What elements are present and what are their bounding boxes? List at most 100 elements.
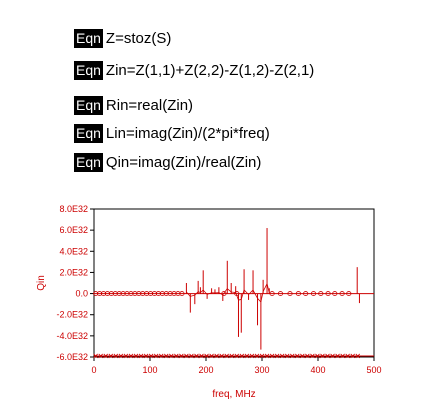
baseline-marker [136,291,142,296]
floor-marker [179,353,184,359]
floor-marker [340,353,345,359]
equation-text: Rin=real(Zin) [105,96,194,114]
baseline-marker [277,291,284,296]
floor-marker [274,353,280,359]
floor-marker [345,353,350,359]
eqn-badge: Eqn [74,95,103,115]
floor-marker [158,353,164,359]
floor-marker [259,353,265,359]
trace-segment [238,299,242,301]
equation-text: Qin=imag(Zin)/real(Zin) [105,153,262,171]
baseline-marker [104,291,111,296]
floor-marker [234,353,240,359]
floor-marker [153,353,159,359]
y-tick-label: -2.0E32 [56,310,88,320]
axis-ticks: -6.0E32 -4.0E32 -2.0E32 0.0 2.0E32 4.0E32 6.0E… [56,204,381,375]
floor-marker [284,353,290,359]
trace-segment [194,291,199,296]
floor-marker [244,353,250,359]
floor-marker [123,353,129,359]
trace-segment [186,291,191,297]
baseline-marker [318,291,324,296]
baseline-marker [144,291,150,296]
floor-marker [209,353,214,359]
floor-marker [330,353,335,359]
spike-trace [185,228,360,350]
floor-marker [320,353,325,359]
floor-marker [279,353,285,359]
y-axis-label: Qin [36,275,47,291]
trace-segment [218,292,223,296]
floor-marker [300,353,305,359]
trace-segment [227,288,232,293]
floor-marker [128,353,134,359]
floor-marker [249,353,255,359]
trace-segment [202,289,208,295]
trace-segment [260,291,264,303]
floor-marker [335,353,340,359]
baseline-marker [120,291,126,296]
equation-qin[interactable]: Eqn Qin=imag(Zin)/real(Zin) [74,152,261,172]
y-tick-label: 6.0E32 [59,225,88,235]
floor-marker [315,353,320,359]
baseline-marker [147,291,154,296]
baseline-trace [93,291,374,359]
baseline-marker [124,291,130,296]
floor-marker [269,353,275,359]
floor-marker [254,353,260,359]
equation-text: Zin=Z(1,1)+Z(2,2)-Z(1,2)-Z(2,1) [105,61,315,79]
floor-marker [118,353,124,359]
floor-marker [148,353,154,359]
baseline-marker [346,291,352,296]
floor-marker [194,353,199,359]
baseline-marker [151,291,158,296]
baseline-marker [310,291,317,296]
floor-marker [204,353,209,359]
baseline-marker [112,291,118,296]
eqn-badge: Eqn [74,123,103,143]
floor-marker [184,353,189,359]
y-tick-label: 4.0E32 [59,246,88,256]
x-axis-label: freq, MHz [212,389,255,400]
floor-marker [289,353,295,359]
equation-rin[interactable]: Eqn Rin=real(Zin) [74,95,193,115]
baseline-marker [140,291,146,296]
floor-marker [103,353,109,359]
floor-marker [199,353,204,359]
trace-segment [206,292,212,295]
trace-segment [200,289,204,293]
floor-marker [174,353,179,359]
floor-marker [143,353,149,359]
floor-marker [168,353,174,359]
baseline-marker [155,291,161,296]
equation-text: Lin=imag(Zin)/(2*pi*freq) [105,124,270,142]
floor-marker [98,353,104,359]
floor-marker [305,353,310,359]
baseline-marker [287,291,293,296]
baseline-marker [221,291,227,296]
trace-segment [235,292,239,301]
floor-marker [355,353,361,359]
equation-zin[interactable]: Eqn Zin=Z(1,1)+Z(2,2)-Z(1,2)-Z(2,1) [74,60,314,80]
floor-marker [214,353,219,359]
floor-marker [264,353,270,359]
baseline-marker [332,291,338,296]
baseline-marker [167,291,173,296]
floor-marker [108,353,114,359]
equation-lin[interactable]: Eqn Lin=imag(Zin)/(2*pi*freq) [74,123,270,143]
eqn-badge: Eqn [74,28,103,48]
y-tick-label: -6.0E32 [56,352,88,362]
x-tick-label: 500 [366,365,381,375]
baseline-marker [128,291,134,296]
baseline-marker [171,291,177,296]
equation-z[interactable]: Eqn Z=stoz(S) [74,28,171,48]
baseline-marker [325,291,331,296]
floor-marker [189,353,194,359]
baseline-marker [163,291,169,296]
floor-marker [133,353,139,359]
y-tick-label: 0.0 [75,289,88,299]
eqn-badge: Eqn [74,152,103,172]
floor-marker [138,353,144,359]
y-tick-label: 8.0E32 [59,204,88,214]
